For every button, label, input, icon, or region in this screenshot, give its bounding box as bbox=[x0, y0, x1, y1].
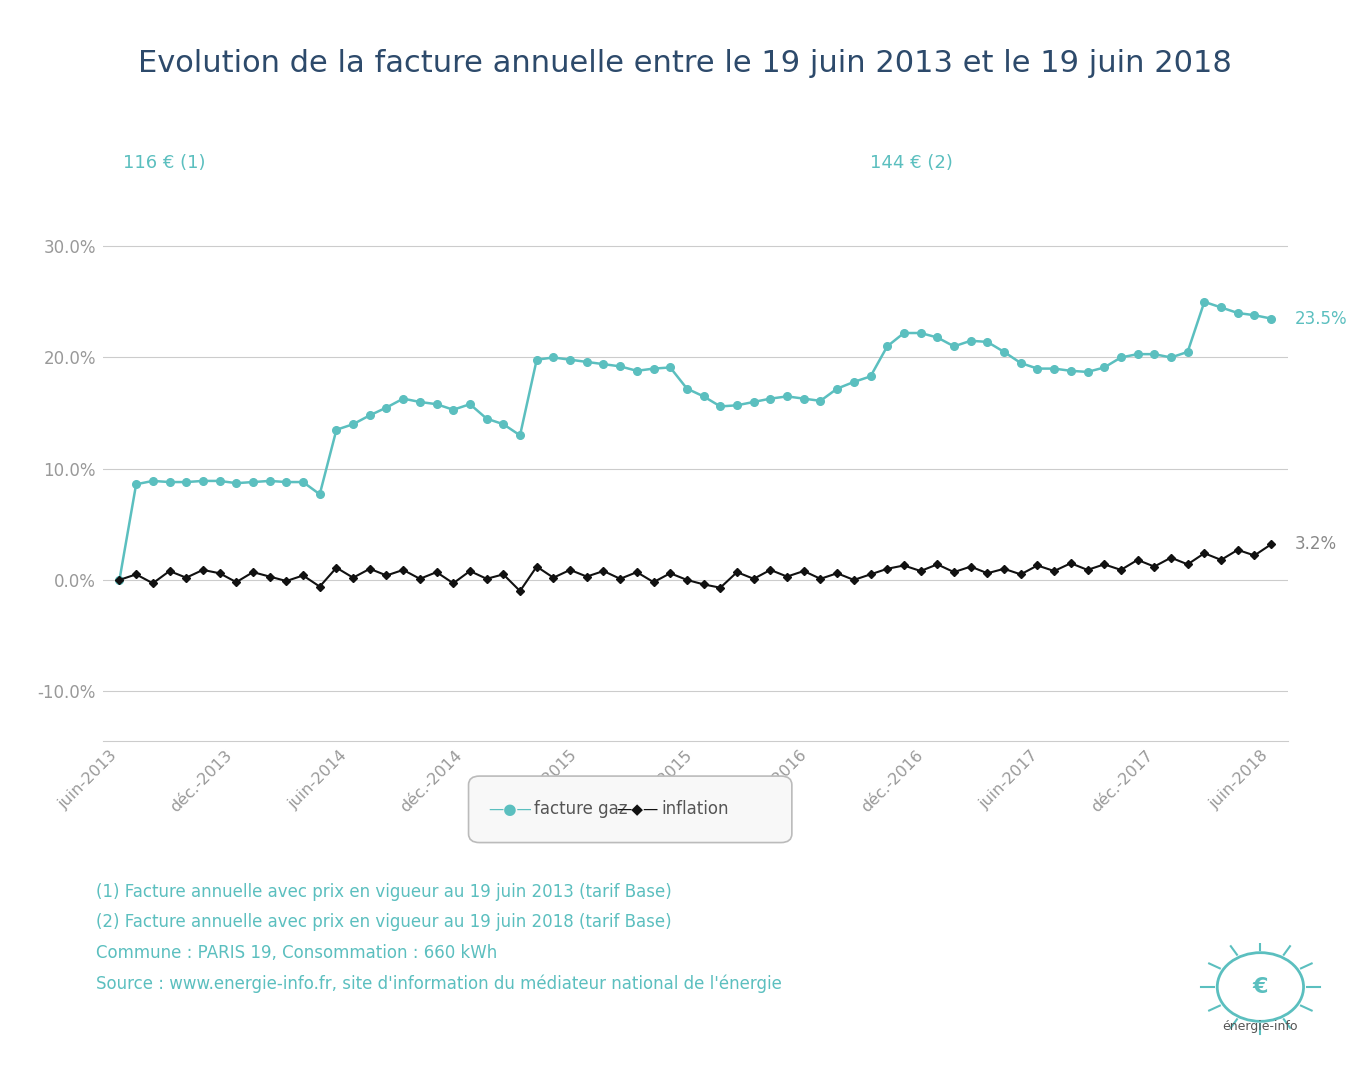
Text: (1) Facture annuelle avec prix en vigueur au 19 juin 2013 (tarif Base): (1) Facture annuelle avec prix en vigueu… bbox=[96, 883, 671, 901]
Text: énergie-info: énergie-info bbox=[1222, 1020, 1299, 1033]
Text: 3.2%: 3.2% bbox=[1295, 535, 1337, 554]
Text: —◆—: —◆— bbox=[616, 802, 658, 816]
Text: €: € bbox=[1252, 977, 1269, 997]
Text: 144 € (2): 144 € (2) bbox=[870, 154, 952, 172]
Text: facture gaz: facture gaz bbox=[534, 800, 627, 819]
Text: Source : www.energie-info.fr, site d'information du médiateur national de l'éner: Source : www.energie-info.fr, site d'inf… bbox=[96, 974, 782, 993]
Text: 23.5%: 23.5% bbox=[1295, 310, 1347, 328]
Text: Evolution de la facture annuelle entre le 19 juin 2013 et le 19 juin 2018: Evolution de la facture annuelle entre l… bbox=[138, 49, 1232, 78]
Text: —●—: —●— bbox=[488, 802, 532, 816]
Text: 116 € (1): 116 € (1) bbox=[123, 154, 206, 172]
Text: Commune : PARIS 19, Consommation : 660 kWh: Commune : PARIS 19, Consommation : 660 k… bbox=[96, 944, 497, 962]
Text: (2) Facture annuelle avec prix en vigueur au 19 juin 2018 (tarif Base): (2) Facture annuelle avec prix en vigueu… bbox=[96, 913, 671, 932]
Text: inflation: inflation bbox=[662, 800, 729, 819]
